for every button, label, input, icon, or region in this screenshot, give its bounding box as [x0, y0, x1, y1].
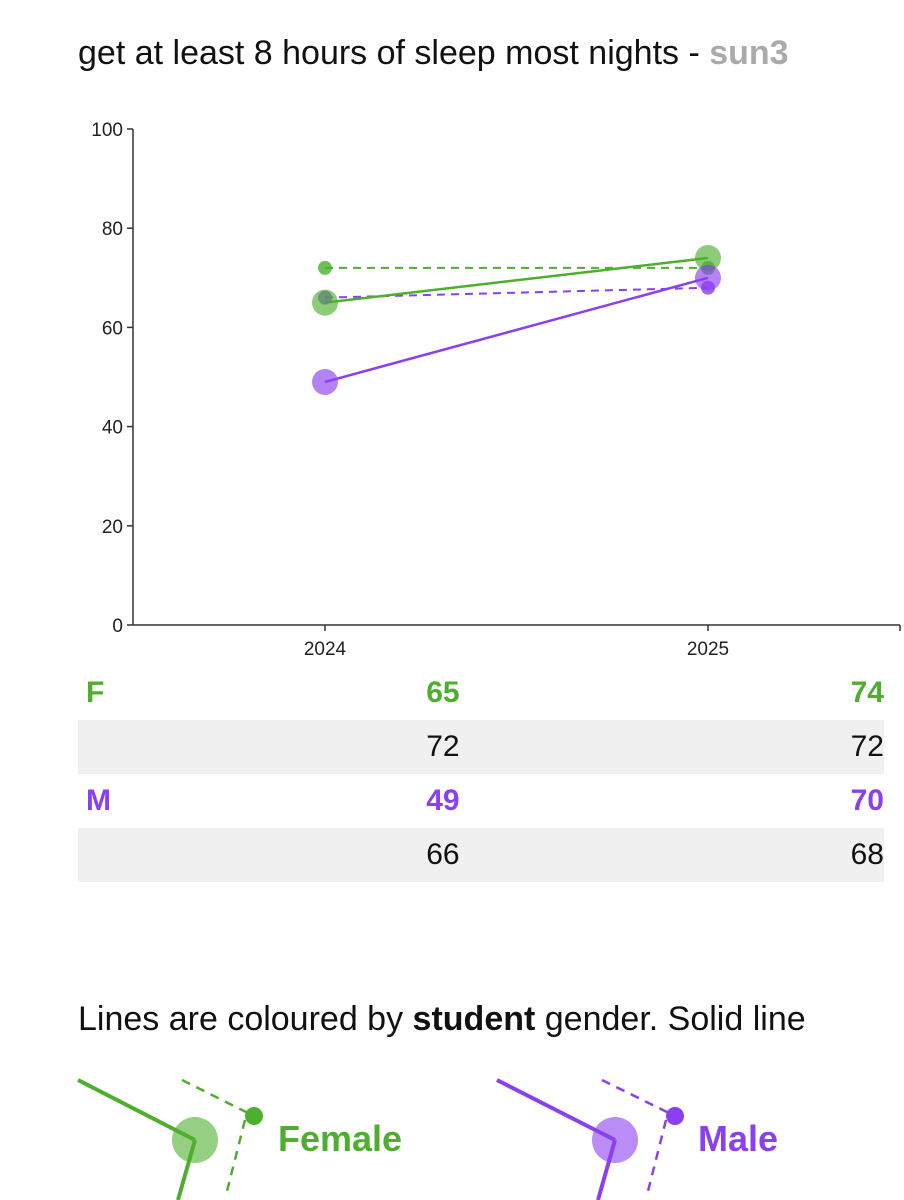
title-code: sun3: [709, 34, 789, 72]
value-2025: 74: [850, 676, 884, 709]
dashed-series-point: [318, 260, 332, 275]
y-tick-label: 60: [102, 318, 123, 339]
solid-series-point: [312, 289, 338, 316]
legend-female: Female: [77, 1078, 402, 1200]
legend-male-small-dot: [666, 1107, 684, 1125]
line-chart: 0 20 40 60 80 100 2024 2025: [91, 120, 901, 660]
gender-legend: Female Male: [77, 1078, 778, 1200]
chart-axes: [132, 129, 901, 631]
solid-series-point: [695, 244, 721, 271]
legend-female-label: Female: [278, 1118, 402, 1159]
y-tick-label: 20: [102, 517, 123, 538]
legend-caption: Lines are coloured by student gender. So…: [78, 1000, 806, 1039]
legend-male-dashed-line-lower: [645, 1119, 668, 1196]
x-ticks: 2024 2025: [304, 625, 729, 660]
title-text: get at least 8 hours of sleep most night…: [78, 34, 710, 72]
y-tick-label: 100: [91, 120, 123, 141]
chart-title: get at least 8 hours of sleep most night…: [78, 34, 789, 73]
legend-female-dashed-line-lower: [224, 1119, 247, 1196]
x-tick-label: 2024: [304, 639, 347, 660]
value-2025: 72: [605, 720, 884, 774]
legend-male-big-dot: [592, 1117, 638, 1163]
legend-female-big-dot: [172, 1117, 218, 1163]
y-tick-label: 80: [102, 219, 123, 240]
value-2024: 72: [182, 720, 606, 774]
solid-series-line: [324, 276, 709, 384]
row-label: [78, 828, 183, 882]
value-2024: 65: [426, 676, 460, 709]
series-lines: [324, 256, 709, 384]
row-label: [78, 720, 183, 774]
values-table: F 65 74 72 72 M 49 70 66 68: [78, 666, 884, 882]
caption-text-end: gender. Solid line: [535, 1000, 806, 1038]
y-tick-label: 40: [102, 418, 123, 439]
table-row-female-comparison: 72 72: [78, 720, 884, 774]
row-label: M: [86, 784, 111, 817]
legend-female-small-dot: [245, 1107, 263, 1125]
x-tick-label: 2025: [687, 639, 729, 660]
solid-series-line: [324, 256, 709, 304]
value-2025: 68: [605, 828, 884, 882]
value-2024: 66: [182, 828, 606, 882]
value-2024: 49: [426, 784, 460, 817]
solid-series-point: [695, 264, 721, 291]
table-row-male-comparison: 66 68: [78, 828, 884, 882]
caption-bold: student: [412, 1000, 536, 1038]
legend-female-dashed-line: [181, 1078, 255, 1118]
value-2025: 70: [850, 784, 884, 817]
legend-male: Male: [496, 1078, 778, 1200]
legend-male-dashed-line: [601, 1078, 676, 1118]
y-tick-label: 0: [112, 616, 123, 637]
series-points: [312, 244, 721, 395]
table-row-male: M 49 70: [78, 774, 884, 828]
legend-male-label: Male: [698, 1118, 778, 1159]
solid-series-point: [312, 368, 338, 395]
row-label: F: [86, 676, 105, 709]
caption-text: Lines are coloured by: [78, 1000, 413, 1038]
y-ticks: 0 20 40 60 80 100: [91, 120, 133, 637]
table-row-female: F 65 74: [78, 666, 884, 720]
